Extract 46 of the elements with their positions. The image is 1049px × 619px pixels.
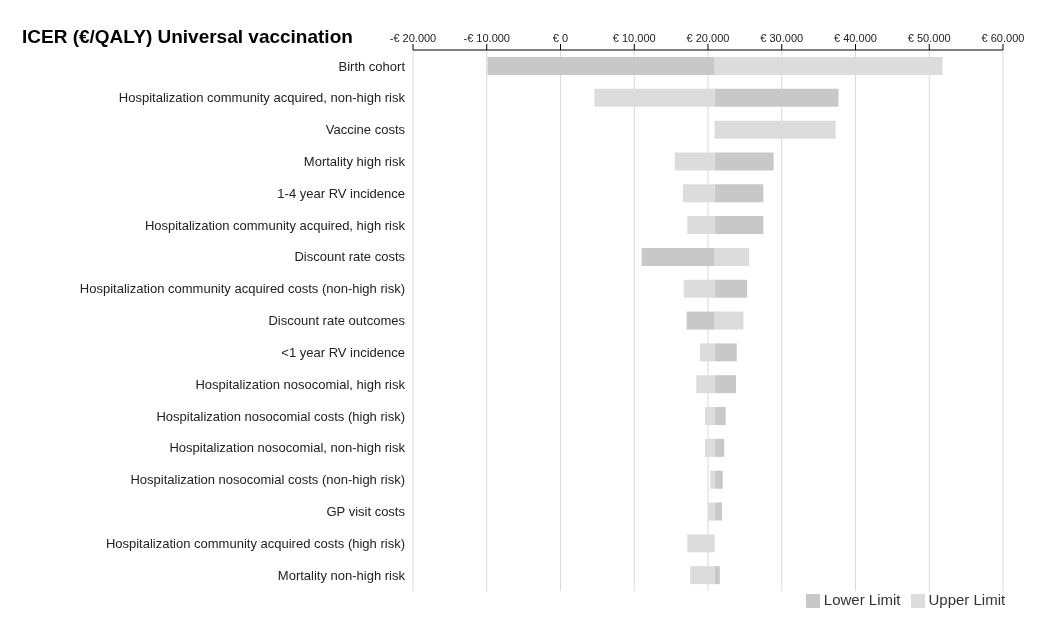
x-tick-label: € 20.000	[686, 32, 730, 44]
x-tick-label: € 50.000	[907, 32, 951, 44]
bar	[714, 88, 839, 107]
y-tick-label: 1-4 year RV incidence	[277, 185, 405, 201]
bar	[714, 279, 748, 298]
legend-label: Upper Limit	[928, 590, 1006, 608]
bar	[487, 57, 715, 75]
bar	[714, 470, 723, 489]
bar	[641, 247, 715, 266]
y-tick-label: Hospitalization community acquired costs (high risk)	[105, 535, 405, 551]
y-tick-label: Mortality high risk	[303, 153, 406, 169]
x-tick-label: -€ 20.000	[389, 32, 437, 44]
bar	[714, 184, 764, 203]
text: ICER (€/QALY) Universal vaccination	[22, 26, 353, 48]
x-tick-label: € 60.000	[981, 32, 1025, 44]
y-tick-label: Mortality non-high risk	[277, 567, 406, 583]
x-tick-label: -€ 10.000	[463, 32, 510, 44]
legend-label: Lower Limit	[823, 590, 901, 608]
x-tick-label: € 40.000	[834, 32, 877, 44]
bar	[714, 375, 737, 394]
y-tick-label: Hospitalization community acquired, high risk	[144, 217, 406, 233]
y-tick-label: Hospitalization nosocomial costs (non-high risk)	[130, 472, 405, 488]
bar	[714, 152, 774, 171]
x-tick-label: € 0	[552, 32, 569, 44]
bar	[714, 216, 764, 235]
bar	[714, 311, 744, 330]
y-tick-label: Vaccine costs	[325, 122, 406, 138]
bar	[714, 438, 725, 457]
bar	[714, 502, 723, 521]
x-tick-label: € 30.000	[760, 32, 804, 44]
bar	[714, 566, 720, 585]
y-tick-label: Hospitalization community acquired, non-high risk	[118, 90, 406, 106]
y-tick-label: Hospitalization nosocomial, high risk	[195, 376, 406, 392]
y-tick-label: Hospitalization nosocomial, non-high risk	[169, 440, 406, 456]
bar	[714, 343, 737, 362]
y-tick-label: <1 year RV incidence	[281, 344, 405, 360]
y-tick-label: Discount rate costs	[294, 249, 406, 265]
y-tick-label: Hospitalization nosocomial costs (high risk)	[156, 408, 405, 424]
bar	[686, 311, 715, 330]
y-tick-label: Discount rate outcomes	[268, 313, 406, 329]
bar	[714, 247, 750, 266]
x-tick-label: € 10.000	[612, 32, 656, 44]
y-tick-label: GP visit costs	[326, 504, 406, 520]
y-tick-label: Birth cohort	[338, 58, 406, 74]
bar	[714, 407, 726, 426]
y-tick-label: Hospitalization community acquired costs (non-high risk)	[79, 281, 405, 297]
